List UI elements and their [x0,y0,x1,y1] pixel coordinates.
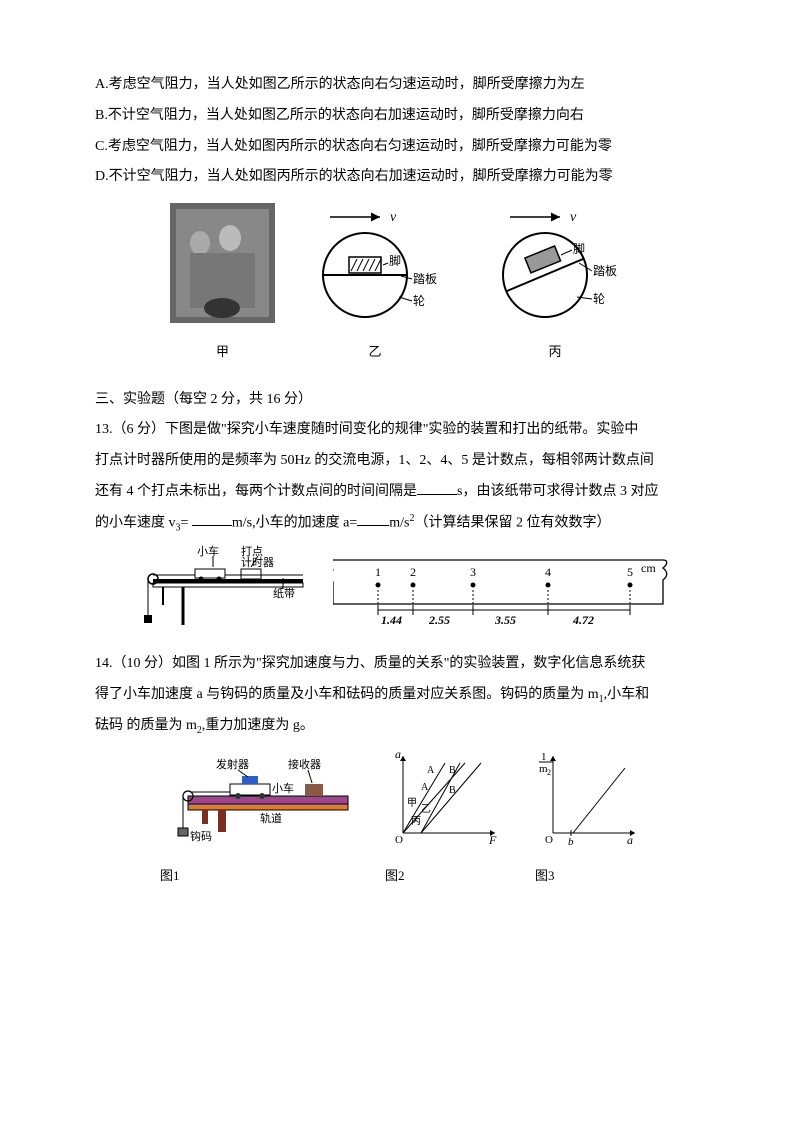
svg-text:2.55: 2.55 [428,613,450,627]
svg-text:2: 2 [410,565,416,579]
fig2: a F O A B A B 甲 乙 丙 [385,748,505,848]
svg-text:a: a [395,748,401,761]
cap-jia: 甲 [170,338,275,367]
q13-figure: 小车 打点 计时器 纸带 [95,545,710,635]
svg-text:1: 1 [541,751,547,763]
svg-text:丙: 丙 [411,816,421,827]
svg-text:轮: 轮 [593,292,605,306]
svg-text:4: 4 [545,565,551,579]
svg-text:脚: 脚 [389,253,401,268]
svg-text:2: 2 [547,768,551,777]
svg-text:踏板: 踏板 [413,272,437,286]
q12-figures: 甲 v 脚 踏板 [95,203,710,366]
cap-yi: 乙 [295,338,455,367]
opt-b: B.不计空气阻力，当人处如图乙所示的状态向右加速运动时，脚所受摩擦力向右 [95,101,710,132]
section3-heading: 三、实验题（每空 2 分，共 16 分） [95,385,710,416]
svg-text:v: v [570,210,577,225]
apparatus: 小车 打点 计时器 纸带 [133,545,308,635]
svg-text:A: A [421,782,429,793]
svg-text:F: F [488,833,497,847]
svg-text:4.72: 4.72 [572,613,594,627]
cap-bing: 丙 [475,338,635,367]
svg-text:cm: cm [641,561,656,575]
svg-text:1.44: 1.44 [381,613,402,627]
blank-a[interactable] [357,511,389,526]
fig1: 钩码 发射器 小车 接收器 轨道 [160,748,355,848]
v-label: v [390,210,397,225]
svg-text:B: B [449,785,456,796]
svg-text:b: b [568,836,574,848]
fig-yi: v 脚 踏板 轮 [295,203,455,323]
svg-text:5: 5 [627,565,633,579]
svg-text:计时器: 计时器 [241,556,274,569]
q14-line2: 得了小车加速度 a 与钩码的质量及小车和砝码的质量对应关系图。钩码的质量为 m1… [95,680,710,711]
fig-jia [170,203,275,323]
tape-strip: cm 1 2 3 4 5 1.44 2.55 3.55 4.72 [333,550,673,630]
blank-dt[interactable] [417,480,457,495]
svg-text:小车: 小车 [197,545,219,558]
svg-text:乙: 乙 [421,803,431,815]
svg-text:O: O [545,834,553,846]
fig3: a O 1 m2 b [535,748,645,848]
fig-bing: v 脚 踏板 轮 [475,203,635,323]
q13-line2: 打点计时器所使用的是频率为 50Hz 的交流电源，1、2、4、5 是计数点，每相… [95,446,710,477]
opt-c: C.考虑空气阻力，当人处如图丙所示的状态向右匀速运动时，脚所受摩擦力可能为零 [95,132,710,163]
svg-text:a: a [627,833,633,847]
svg-text:纸带: 纸带 [273,587,295,600]
q13-line1: 13.（6 分）下图是做"探究小车速度随时间变化的规律"实验的装置和打出的纸带。… [95,415,710,446]
svg-text:钩码: 钩码 [190,829,212,843]
svg-text:A: A [427,765,435,776]
q14-line1: 14.（10 分）如图 1 所示为"探究加速度与力、质量的关系"的实验装置，数字… [95,649,710,680]
svg-text:轨道: 轨道 [260,811,282,825]
q13-line3: 还有 4 个打点未标出，每两个计数点间的时间间隔是s，由该纸带可求得计数点 3 … [95,477,710,508]
svg-text:甲: 甲 [407,798,417,809]
svg-text:3.55: 3.55 [494,613,516,627]
svg-text:接收器: 接收器 [288,757,321,771]
blank-v3[interactable] [192,511,232,526]
svg-text:踏板: 踏板 [593,264,617,278]
cap-fig1: 图1 [160,862,355,891]
svg-text:3: 3 [470,565,476,579]
q14-figures: 钩码 发射器 小车 接收器 轨道 图1 [95,748,710,891]
svg-text:脚: 脚 [573,241,585,256]
svg-text:小车: 小车 [272,781,294,795]
svg-text:轮: 轮 [413,294,425,308]
svg-text:1: 1 [375,565,381,579]
svg-text:发射器: 发射器 [216,757,249,771]
q13-line4: 的小车速度 v3= m/s,小车的加速度 a=m/s2（计算结果保留 2 位有效… [95,508,710,539]
opt-a: A.考虑空气阻力，当人处如图乙所示的状态向右匀速运动时，脚所受摩擦力为左 [95,70,710,101]
opt-d: D.不计空气阻力，当人处如图丙所示的状态向右加速运动时，脚所受摩擦力可能为零 [95,162,710,193]
cap-fig3: 图3 [535,862,645,891]
q14-line3: 砝码 的质量为 m2,重力加速度为 g。 [95,711,710,742]
svg-text:B: B [449,765,456,776]
svg-text:O: O [395,834,403,846]
cap-fig2: 图2 [385,862,505,891]
